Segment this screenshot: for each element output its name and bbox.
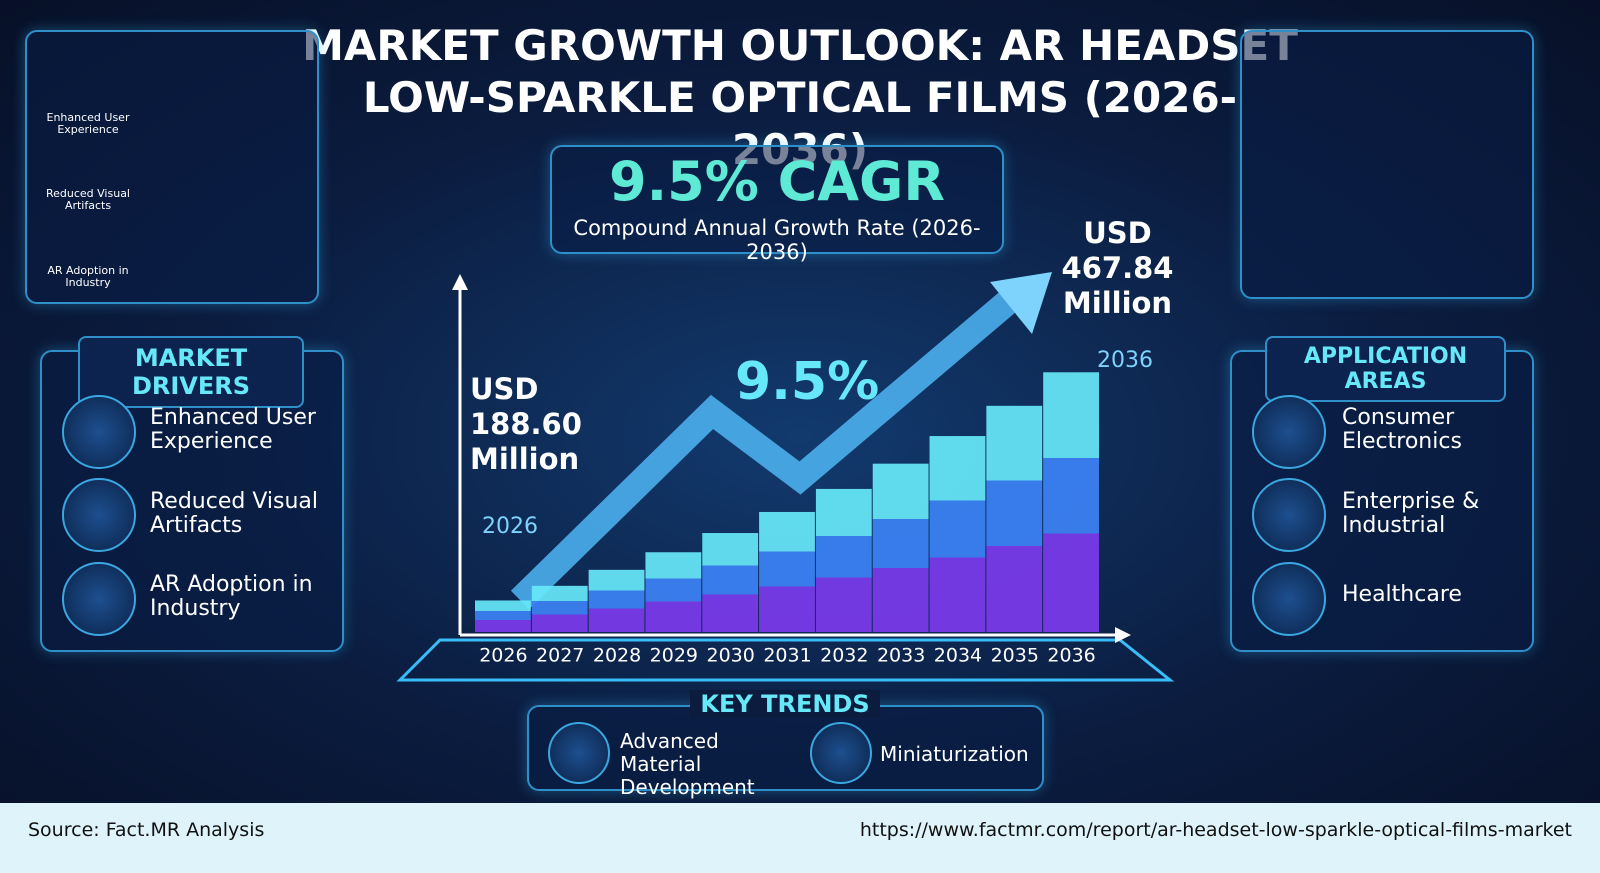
axis-arrow xyxy=(1115,627,1131,643)
title: MARKET GROWTH OUTLOOK: AR HEADSET LOW-SP… xyxy=(302,21,1298,174)
value-label: USD 188.60 Million xyxy=(470,372,582,476)
icon xyxy=(548,722,610,784)
growth-label: 9.5% xyxy=(735,352,880,412)
bar xyxy=(986,405,1043,632)
year-label: 2026 xyxy=(482,514,538,539)
drivers-title: MARKET DRIVERS xyxy=(78,336,304,408)
x-tick-label: 2028 xyxy=(593,645,641,667)
trend: Miniaturization xyxy=(880,742,1029,766)
bar xyxy=(759,511,815,632)
corner-label: Reduced Visual Artifacts xyxy=(45,187,130,212)
bar xyxy=(645,552,702,632)
trend: Advanced Material Development xyxy=(620,729,755,799)
bar xyxy=(929,436,986,632)
x-tick-label: 2034 xyxy=(934,645,982,667)
driver: Reduced Visual Artifacts xyxy=(150,489,319,538)
x-tick-label: 2032 xyxy=(820,645,868,667)
icon xyxy=(1252,395,1326,469)
x-tick-label: 2026 xyxy=(479,645,527,667)
bar xyxy=(872,463,929,632)
footer: Source: Fact.MR Analysis https://www.fac… xyxy=(0,803,1600,873)
x-tick-label: 2027 xyxy=(536,645,584,667)
apps-title: APPLICATION AREAS xyxy=(1265,336,1506,402)
icon xyxy=(1252,478,1326,552)
application: Enterprise & Industrial xyxy=(1342,489,1480,538)
axis-arrow xyxy=(452,274,468,290)
growth-arrow xyxy=(510,290,1019,610)
year-label: 2036 xyxy=(1097,348,1153,373)
corner-label: Enhanced User Experience xyxy=(46,111,130,136)
bar xyxy=(475,600,531,632)
x-tick-label: 2030 xyxy=(707,645,755,667)
bar xyxy=(702,533,759,632)
corner-panel xyxy=(25,30,319,304)
x-tick-label: 2033 xyxy=(877,645,925,667)
cagr-headline: 9.5% CAGR xyxy=(609,150,945,213)
source: Source: Fact.MR Analysis xyxy=(28,819,265,841)
application: Consumer Electronics xyxy=(1342,405,1462,454)
icon xyxy=(62,562,136,636)
icon xyxy=(1252,562,1326,636)
driver: Enhanced User Experience xyxy=(150,405,316,454)
icon xyxy=(62,478,136,552)
icon xyxy=(810,722,872,784)
x-tick-label: 2035 xyxy=(991,645,1039,667)
icon xyxy=(62,395,136,469)
application: Healthcare xyxy=(1342,582,1462,607)
bar xyxy=(531,585,588,632)
trends-title: KEY TRENDS xyxy=(690,690,880,718)
cagr-box xyxy=(550,145,1004,254)
bar xyxy=(1043,372,1099,632)
x-tick-label: 2031 xyxy=(763,645,811,667)
x-tick-label: 2036 xyxy=(1047,645,1095,667)
headset-panel xyxy=(1240,30,1534,299)
x-tick-label: 2029 xyxy=(650,645,698,667)
bar xyxy=(588,569,645,632)
url: https://www.factmr.com/report/ar-headset… xyxy=(859,819,1572,841)
cagr-caption: Compound Annual Growth Rate (2026-2036) xyxy=(573,216,981,264)
value-label: USD 467.84 Million xyxy=(1061,216,1174,320)
bar xyxy=(815,488,872,632)
driver: AR Adoption in Industry xyxy=(150,572,313,621)
growth-arrow-head xyxy=(990,272,1052,334)
corner-label: AR Adoption in Industry xyxy=(47,264,129,289)
